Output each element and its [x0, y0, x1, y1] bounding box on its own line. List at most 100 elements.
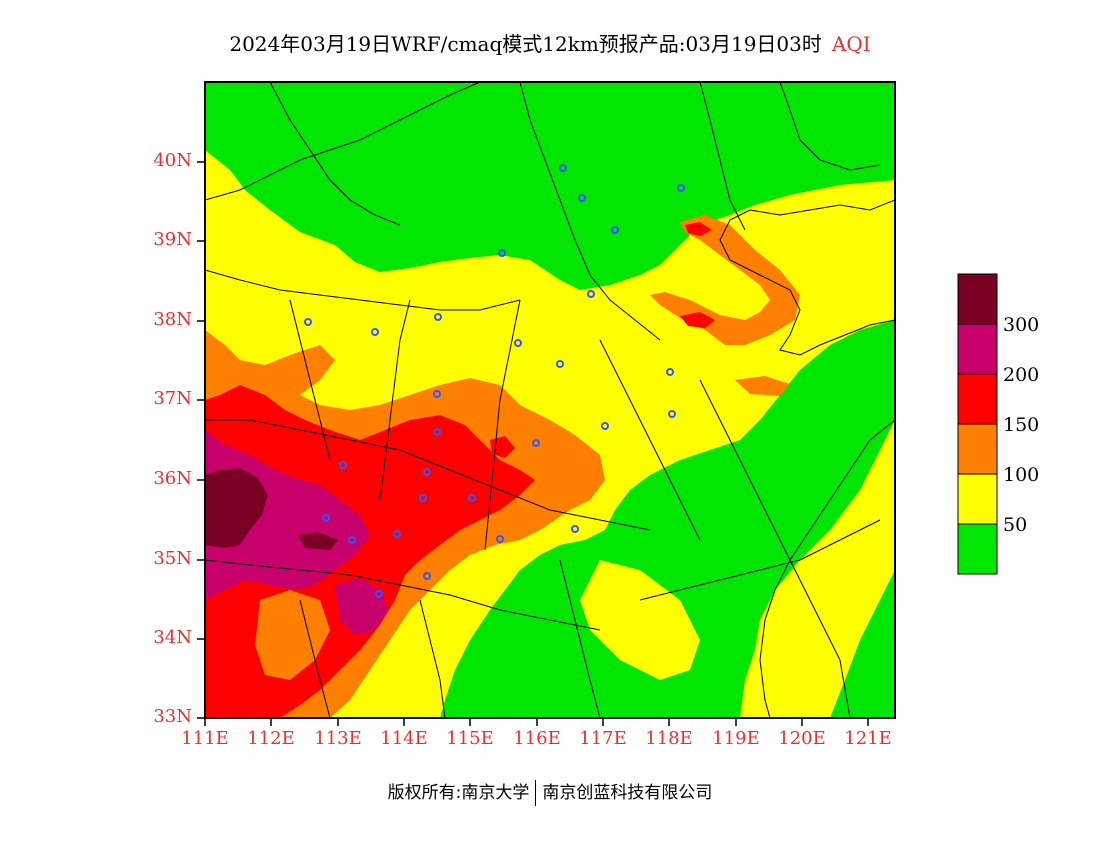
city-marker: [666, 368, 674, 376]
city-marker: [339, 461, 347, 469]
lat-label: 33N: [153, 706, 192, 727]
city-marker: [601, 422, 609, 430]
copyright-owner: 版权所有:南京大学: [387, 783, 530, 803]
aqi-zone-orange-east-small: [735, 376, 790, 396]
city-marker: [434, 313, 442, 321]
boundary-line: [299, 599, 331, 718]
city-marker: [304, 318, 312, 326]
city-marker: [532, 439, 540, 447]
boundary-line: [484, 299, 521, 551]
legend-label: 300: [1003, 314, 1040, 336]
aqi-zone-maroon-west: [205, 468, 268, 548]
boundary-line: [419, 599, 446, 718]
legend-label: 150: [1003, 414, 1040, 436]
boundary-line: [379, 299, 411, 501]
boundary-line: [639, 519, 881, 601]
city-marker: [677, 184, 685, 192]
boundary-line: [779, 82, 881, 171]
lat-label: 39N: [153, 229, 192, 250]
aqi-zone-red-northeast: [685, 222, 712, 236]
city-marker: [433, 390, 441, 398]
lon-label: 114E: [380, 728, 428, 749]
lon-label: 115E: [446, 728, 494, 749]
boundary-line: [559, 559, 601, 718]
boundary-line: [205, 419, 651, 531]
boundary-line: [699, 82, 746, 231]
aqi-zone-yellow-southeast-band2: [580, 560, 700, 680]
lon-label: 112E: [247, 728, 295, 749]
boundary-line: [205, 82, 481, 201]
legend-swatch-200-300: [957, 323, 998, 375]
legend-swatch-0-50: [957, 523, 998, 575]
aqi-zone-red-northeast2: [680, 312, 715, 328]
boundary-line: [205, 269, 521, 311]
city-markers: [304, 164, 685, 598]
city-marker: [496, 535, 504, 543]
city-marker: [419, 494, 427, 502]
city-marker: [433, 428, 441, 436]
aqi-zone-green-nw: [205, 82, 300, 135]
lon-label: 119E: [712, 728, 760, 749]
city-marker: [559, 164, 567, 172]
lon-label: 116E: [513, 728, 561, 749]
legend-swatch-150-200: [957, 373, 998, 425]
city-marker: [498, 249, 506, 257]
legend-label: 200: [1003, 364, 1040, 386]
title-main: 2024年03月19日WRF/cmaq模式12km预报产品:03月19日03时: [229, 32, 822, 56]
lat-label: 40N: [153, 150, 192, 171]
city-marker: [423, 468, 431, 476]
lon-label: 113E: [314, 728, 362, 749]
footer-separator: [535, 780, 537, 806]
city-marker: [348, 536, 356, 544]
city-marker: [556, 360, 564, 368]
city-marker: [571, 525, 579, 533]
admin-boundaries: [205, 82, 895, 718]
legend-swatch-100-150: [957, 423, 998, 475]
axis-ticks: [197, 161, 869, 726]
aqi-zone-maroon-small: [298, 532, 338, 550]
legend-label: 50: [1003, 514, 1028, 536]
aqi-zone-orange-notch-1: [255, 590, 330, 680]
boundary-line: [269, 82, 401, 226]
aqi-zone-magenta-south: [335, 578, 388, 635]
lat-label: 37N: [153, 388, 192, 409]
city-marker: [514, 339, 522, 347]
boundary-line: [519, 82, 661, 341]
aqi-zone-orange-northeast-plume: [650, 215, 800, 345]
copyright-company: 南京创蓝科技有限公司: [542, 783, 713, 803]
lon-label: 117E: [579, 728, 627, 749]
city-marker: [587, 290, 595, 298]
aqi-zone-green-north: [205, 82, 895, 290]
legend-swatch-300plus: [957, 273, 998, 325]
lon-label: 118E: [645, 728, 693, 749]
city-marker: [611, 226, 619, 234]
city-marker: [468, 494, 476, 502]
lat-label: 36N: [153, 468, 192, 489]
copyright-footer: 版权所有:南京大学 南京创蓝科技有限公司: [0, 778, 1100, 806]
aqi-fill-layer: [205, 82, 895, 718]
lat-label: 38N: [153, 309, 192, 330]
lat-label: 34N: [153, 627, 192, 648]
coastline: [719, 199, 895, 356]
legend-label: 100: [1003, 464, 1040, 486]
map-title: 2024年03月19日WRF/cmaq模式12km预报产品:03月19日03时 A…: [0, 28, 1100, 57]
city-marker: [375, 590, 383, 598]
lat-label: 35N: [153, 548, 192, 569]
lon-label: 120E: [778, 728, 826, 749]
city-marker: [578, 194, 586, 202]
coastline: [759, 419, 895, 718]
city-marker: [322, 514, 330, 522]
legend-swatch-50-100: [957, 473, 998, 525]
lon-label: 111E: [181, 728, 229, 749]
boundary-line: [289, 299, 331, 461]
boundary-line: [699, 379, 851, 718]
lon-label: 121E: [844, 728, 892, 749]
city-marker: [423, 572, 431, 580]
boundary-line: [205, 559, 601, 631]
city-marker: [393, 530, 401, 538]
aqi-zone-yellow-southeast-band: [740, 420, 895, 718]
boundary-line: [599, 339, 701, 541]
title-variable: AQI: [831, 32, 871, 56]
legend-colorbar: [957, 273, 998, 575]
